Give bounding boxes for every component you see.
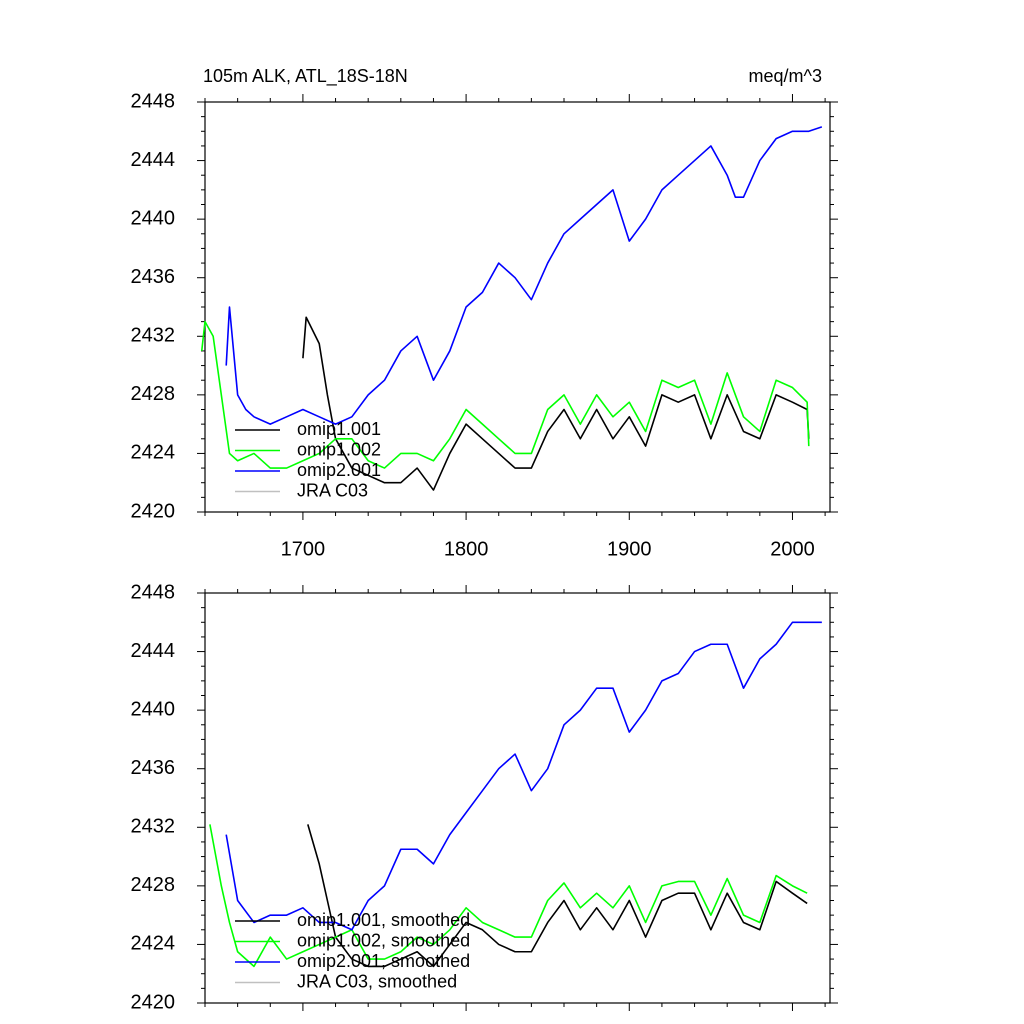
y-tick-label: 2436	[131, 757, 176, 779]
legend-label: JRA C03	[297, 480, 368, 500]
legend-label: omip1.002	[297, 439, 381, 459]
series-line	[302, 316, 810, 491]
y-tick-label: 2424	[131, 933, 176, 955]
series-line	[307, 824, 808, 968]
y-tick-label: 2440	[131, 207, 176, 229]
y-tick-label: 2444	[131, 149, 176, 171]
legend-label: JRA C03, smoothed	[297, 971, 457, 991]
y-tick-label: 2432	[131, 325, 176, 347]
y-tick-label: 2428	[131, 874, 176, 896]
x-tick-label: 1700	[281, 538, 326, 560]
legend-label: omip2.001, smoothed	[297, 951, 470, 971]
legend-label: omip1.001	[297, 419, 381, 439]
series-line	[225, 126, 823, 425]
y-tick-label: 2448	[131, 90, 176, 112]
units-label: meq/m^3	[749, 66, 822, 86]
legend-label: omip1.002, smoothed	[297, 930, 470, 950]
x-tick-label: 1900	[607, 538, 652, 560]
legend-label: omip2.001	[297, 460, 381, 480]
series-line	[209, 824, 808, 968]
chart-title: 105m ALK, ATL_18S-18N	[203, 66, 408, 87]
y-tick-label: 2420	[131, 991, 176, 1013]
y-tick-label: 2420	[131, 500, 176, 522]
y-tick-label: 2440	[131, 698, 176, 720]
y-tick-label: 2444	[131, 640, 176, 662]
y-tick-label: 2436	[131, 266, 176, 288]
y-tick-label: 2432	[131, 816, 176, 838]
y-tick-label: 2424	[131, 442, 176, 464]
series-line	[200, 320, 810, 469]
legend-label: omip1.001, smoothed	[297, 910, 470, 930]
series-line	[225, 621, 822, 931]
y-tick-label: 2428	[131, 383, 176, 405]
y-tick-label: 2448	[131, 581, 176, 603]
x-tick-label: 1800	[444, 538, 489, 560]
x-tick-label: 2000	[770, 538, 815, 560]
